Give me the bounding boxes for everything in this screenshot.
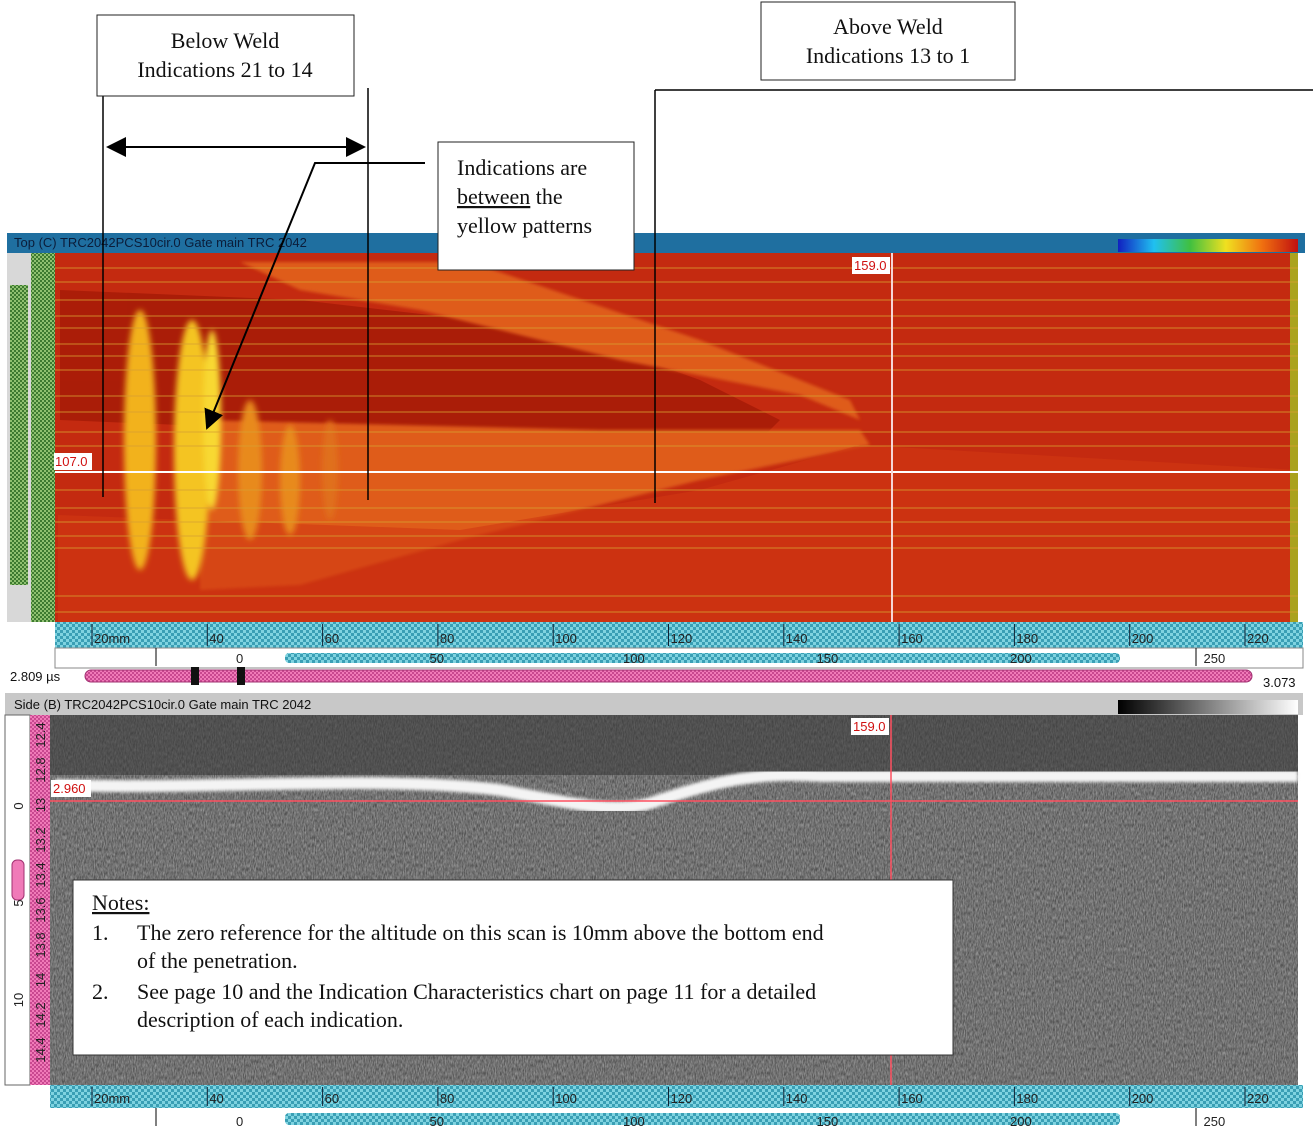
panel-title: Side (B) TRC2042PCS10cir.0 Gate main TRC… <box>14 697 311 712</box>
depth-label: 14 <box>33 973 48 987</box>
index-label: 150 <box>817 651 839 666</box>
gate-slider[interactable] <box>85 670 1252 682</box>
note-text: The zero reference for the altitude on t… <box>137 920 824 945</box>
callout-text: Indications 13 to 1 <box>806 43 970 68</box>
ruler-label: 120 <box>671 1091 693 1106</box>
altitude-label: 0 <box>11 802 26 809</box>
index-scrollbar[interactable] <box>285 1113 1120 1125</box>
ruler-label: 60 <box>325 631 339 646</box>
ruler-label: 80 <box>440 1091 454 1106</box>
gate-start: 2.809 µs <box>10 669 61 684</box>
index-label: 200 <box>1010 1114 1032 1129</box>
gray-bar <box>1118 700 1298 714</box>
ruler-label: 160 <box>901 1091 923 1106</box>
index-scrollbar[interactable] <box>285 653 1120 663</box>
ruler-label: 220 <box>1247 631 1269 646</box>
index-label: 200 <box>1010 651 1032 666</box>
note-text: See page 10 and the Indication Character… <box>137 979 816 1004</box>
b-scan-shade <box>50 715 1298 775</box>
index-label: 50 <box>430 1114 444 1129</box>
cursor-label: 159.0 <box>853 719 886 734</box>
depth-label: 13.4 <box>33 862 48 887</box>
ruler-label: 200 <box>1132 1091 1154 1106</box>
depth-label: 14.4 <box>33 1037 48 1062</box>
ruler-label: 80 <box>440 631 454 646</box>
note-text: of the penetration. <box>137 948 298 973</box>
depth-label: 13.8 <box>33 932 48 957</box>
notes-heading: Notes: <box>92 890 149 915</box>
ruler-label: 60 <box>325 1091 339 1106</box>
ruler-strip <box>31 253 55 622</box>
ruler-label: 220 <box>1247 1091 1269 1106</box>
note-number: 2. <box>92 979 109 1004</box>
index-label: 150 <box>817 1114 839 1129</box>
ruler-label: 120 <box>671 631 693 646</box>
index-label: 250 <box>1204 651 1226 666</box>
color-bar <box>1118 239 1298 252</box>
cursor-label: 159.0 <box>854 258 887 273</box>
top-view: Top (C) TRC2042PCS10cir.0 Gate main TRC … <box>7 233 1305 690</box>
ruler-strip <box>10 285 28 585</box>
index-label: 250 <box>1204 1114 1226 1129</box>
ruler-label: 100 <box>555 1091 577 1106</box>
ruler-label: 100 <box>555 631 577 646</box>
ruler-label: 20mm <box>94 1091 130 1106</box>
note-number: 1. <box>92 920 109 945</box>
ruler-label: 140 <box>786 631 808 646</box>
depth-label: 12.4 <box>33 722 48 747</box>
depth-label: 14.2 <box>33 1002 48 1027</box>
depth-label: 12.8 <box>33 757 48 782</box>
screen: Top (C) TRC2042PCS10cir.0 Gate main TRC … <box>0 0 1313 1133</box>
gate-end: 3.073 <box>1263 675 1296 690</box>
panel-title: Top (C) TRC2042PCS10cir.0 Gate main TRC … <box>14 235 307 250</box>
altitude-label: 10 <box>11 993 26 1007</box>
callout-text: yellow patterns <box>457 213 592 238</box>
callout-text: Above Weld <box>833 14 943 39</box>
callout-text: Indications 21 to 14 <box>137 57 312 82</box>
ruler-label: 20mm <box>94 631 130 646</box>
altitude-label: 5 <box>11 899 26 906</box>
gate-handle[interactable] <box>191 667 199 685</box>
index-label: 0 <box>236 651 243 666</box>
ruler-label: 40 <box>209 631 223 646</box>
index-label: 100 <box>623 1114 645 1129</box>
ruler-label: 40 <box>209 1091 223 1106</box>
index-label: 100 <box>623 651 645 666</box>
index-label: 0 <box>236 1114 243 1129</box>
cursor-label: 107.0 <box>55 454 88 469</box>
callout-text: Below Weld <box>171 28 279 53</box>
gate-handle[interactable] <box>237 667 245 685</box>
depth-label: 13 <box>33 798 48 812</box>
cursor-label: 2.960 <box>53 781 86 796</box>
callout-text: between the <box>457 184 563 209</box>
callout-text: Indications are <box>457 155 587 180</box>
ruler-label: 180 <box>1016 1091 1038 1106</box>
callout-text: the <box>536 184 563 209</box>
ruler-label: 180 <box>1016 631 1038 646</box>
ruler-label: 200 <box>1132 631 1154 646</box>
callout-underlined: between <box>457 184 530 209</box>
index-label: 50 <box>430 651 444 666</box>
note-text: description of each indication. <box>137 1007 403 1032</box>
ruler-label: 140 <box>786 1091 808 1106</box>
ruler-label: 160 <box>901 631 923 646</box>
altitude-slider[interactable] <box>12 860 24 900</box>
depth-label: 13.6 <box>33 897 48 922</box>
depth-label: 13.2 <box>33 827 48 852</box>
notes-box: Notes: 1. The zero reference for the alt… <box>73 880 953 1055</box>
